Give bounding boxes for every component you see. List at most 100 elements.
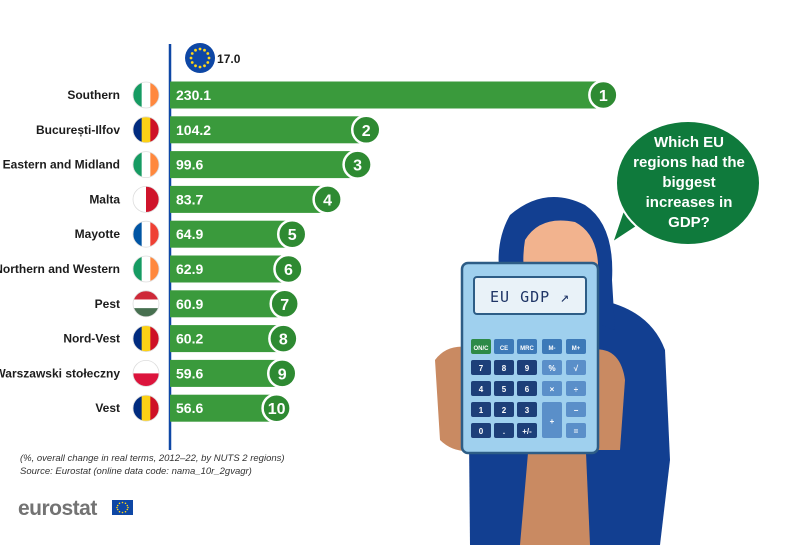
value-label: 230.1: [176, 87, 211, 103]
bar: [170, 151, 358, 179]
calculator: ON/C CE MRC M- M+ 7 8 9% √ 4 5 6 × ÷ 1 2 3 − 0. +/- + =: [460, 261, 600, 455]
rank-badge: [261, 392, 292, 424]
eurostat-logo: eurostat: [18, 497, 97, 520]
calc-key: [566, 381, 586, 396]
chart-source: Source: Eurostat (online data code: nama…: [20, 466, 252, 477]
bar: [170, 255, 289, 283]
rank-number: 2: [362, 123, 371, 140]
rank-badge: [276, 218, 308, 250]
calc-key-label: 6: [525, 385, 530, 394]
calc-key-label: ×: [550, 385, 555, 394]
calc-key-label: =: [574, 427, 579, 436]
calc-key-label: CE: [500, 346, 508, 352]
flag-icon-2: [132, 151, 160, 179]
eu-flag-marker: [185, 43, 216, 73]
reference-value-label: 17.0: [217, 52, 241, 66]
calc-key: [494, 402, 514, 417]
rank-number: 9: [278, 366, 287, 383]
rank-badge: [266, 358, 298, 389]
flag-icon-1: [132, 116, 160, 144]
bar: [170, 185, 328, 213]
category-label: Southern: [67, 88, 120, 102]
bar: [170, 359, 283, 387]
rank-number: 6: [284, 262, 293, 279]
speech-bubble: [610, 120, 761, 246]
calc-key: [471, 381, 491, 396]
calc-key: [517, 402, 537, 417]
calc-key-label: 4: [479, 385, 484, 394]
calc-key: [517, 423, 537, 438]
calc-key-label: %: [548, 364, 555, 373]
rank-badge: [312, 184, 343, 215]
category-label: București-Ilfov: [36, 123, 120, 137]
calc-key-label: ON/C: [474, 346, 490, 352]
calc-key: [542, 381, 562, 396]
calc-key: [566, 360, 586, 375]
calc-key-label: 0: [479, 427, 484, 436]
rank-number: 8: [279, 332, 288, 349]
calc-key-label: M-: [549, 346, 556, 352]
category-label: Northern and Western: [0, 262, 120, 276]
bar: [170, 325, 284, 353]
category-label: Mayotte: [75, 227, 121, 241]
eu-flag-icon: [112, 500, 133, 515]
flag-icon-9: [132, 394, 160, 422]
rank-badge: [342, 149, 373, 180]
chart-note: (%, overall change in real terms, 2012–2…: [20, 453, 285, 464]
flag-icon-4: [132, 220, 160, 248]
calc-key: [566, 339, 586, 354]
calc-key-label: M+: [572, 346, 581, 352]
flag-icon-8: [132, 359, 160, 387]
value-label: 83.7: [176, 191, 203, 207]
rank-number: 1: [599, 88, 608, 105]
calc-key-label: ÷: [574, 385, 579, 394]
value-label: 64.9: [176, 226, 203, 242]
calc-key: [471, 360, 491, 375]
rank-number: 7: [280, 297, 289, 314]
calc-key-label: 3: [525, 406, 530, 415]
calc-key: [566, 402, 586, 417]
bar: [170, 290, 285, 318]
calc-key: [471, 402, 491, 417]
bar: [170, 220, 293, 248]
flag-icon-7: [132, 325, 160, 353]
rank-badge: [268, 323, 299, 354]
calc-key: [494, 360, 514, 375]
calc-key: [542, 360, 562, 375]
flag-icon-3: [132, 185, 160, 213]
calc-key-label: .: [503, 427, 505, 436]
calc-key: [517, 360, 537, 375]
rank-number: 4: [323, 192, 332, 209]
rank-number: 3: [353, 158, 362, 175]
calc-key-label: √: [574, 364, 579, 373]
rank-badge: [350, 114, 382, 146]
value-label: 104.2: [176, 122, 211, 138]
rank-badge: [273, 253, 304, 285]
flag-icon-6: [132, 290, 160, 318]
calc-key-label: 9: [525, 364, 530, 373]
calc-key-label: 8: [502, 364, 507, 373]
flag-icon-5: [132, 255, 160, 283]
bar: [170, 394, 277, 422]
calc-key: [471, 423, 491, 438]
rank-badge: [588, 79, 619, 111]
rank-number: 5: [288, 227, 297, 244]
value-label: 60.9: [176, 296, 203, 312]
value-label: 56.6: [176, 400, 203, 416]
calc-key: [542, 339, 562, 354]
calc-key-label: −: [574, 406, 579, 415]
category-label: Eastern and Midland: [3, 158, 120, 172]
bubble-question: Which EU regions had the biggest increas…: [633, 134, 745, 231]
category-label: Vest: [95, 401, 120, 415]
calc-key-label: +/-: [522, 427, 532, 436]
category-label: Pest: [95, 297, 120, 311]
bar: [170, 81, 604, 109]
calc-key-label: 5: [502, 385, 507, 394]
category-label: Malta: [89, 192, 120, 206]
rank-badge: [269, 288, 300, 320]
calc-key-label: 2: [502, 406, 507, 415]
rank-number: 10: [268, 401, 286, 418]
calc-key: [517, 381, 537, 396]
calc-key: [494, 339, 514, 354]
